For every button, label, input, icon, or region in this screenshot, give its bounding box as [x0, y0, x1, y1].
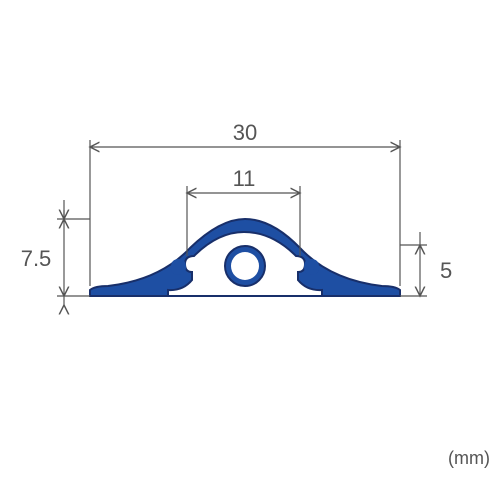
cable-cover-shape: [90, 219, 400, 296]
dimension-height-left: [57, 200, 90, 305]
dim-height-left-label: 7.5: [21, 246, 52, 271]
dim-width-outer-label: 30: [233, 120, 257, 145]
dimension-height-right: [400, 232, 427, 296]
dim-height-right-label: 5: [440, 258, 452, 283]
dim-width-inner-label: 11: [233, 166, 256, 191]
unit-label: (mm): [448, 448, 490, 469]
cross-section-diagram: 30 11 7.5 5: [0, 0, 500, 500]
